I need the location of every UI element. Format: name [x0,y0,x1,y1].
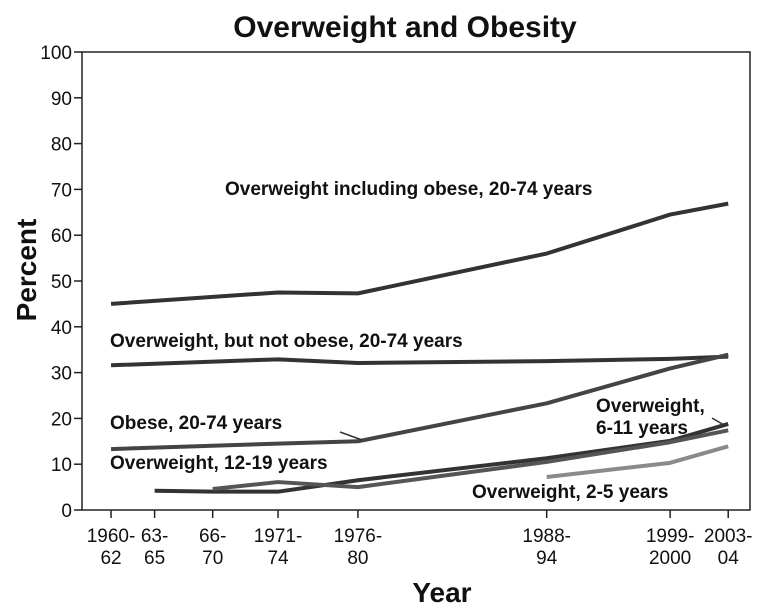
y-tick-label: 70 [51,180,72,201]
x-tick-label: 1999-2000 [646,526,695,569]
series-label: Overweight, but not obese, 20-74 years [110,331,463,352]
series-label: Overweight, 12-19 years [110,453,328,474]
series-label: Overweight, 2-5 years [472,482,668,503]
series-line [110,201,729,306]
x-axis-label: Year [412,577,471,608]
series-label: Overweight including obese, 20-74 years [225,179,592,200]
y-tick-label: 40 [51,318,72,339]
x-tick-label: 63-65 [141,526,168,569]
series-label: Overweight, 6-11 years [596,396,705,439]
x-tick-label: 1960-62 [87,526,136,569]
series-label: Obese, 20-74 years [110,413,282,434]
series-line [546,444,729,480]
chart-title: Overweight and Obesity [233,11,577,44]
y-tick-label: 100 [40,43,72,64]
y-tick-label: 10 [51,455,72,476]
y-tick-label: 20 [51,409,72,430]
y-tick-label: 50 [51,272,72,293]
y-tick-label: 30 [51,364,72,385]
y-tick-label: 0 [61,501,72,522]
series-line [110,352,729,452]
x-tick-label: 1971-74 [254,526,303,569]
x-tick-label: 1976-80 [334,526,383,569]
x-tick-label: 2003-04 [704,526,753,569]
y-tick-label: 60 [51,226,72,247]
x-tick-label: 66-70 [199,526,226,569]
y-tick-label: 90 [51,89,72,110]
series-line [110,354,729,368]
leader-line [711,417,725,426]
series-line [212,428,729,491]
leader-line [339,431,363,441]
y-tick-label: 80 [51,135,72,156]
y-axis-label: Percent [11,219,42,322]
x-tick-label: 1988-94 [522,526,571,569]
